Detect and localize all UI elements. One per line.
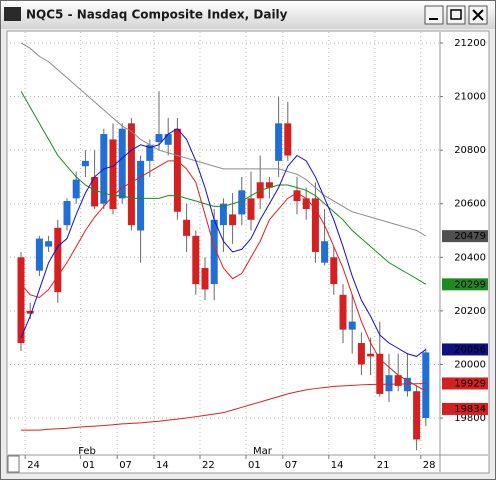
title-bar <box>1 1 495 29</box>
candle-body <box>293 190 301 202</box>
x-tick-label: 07 <box>285 460 298 471</box>
y-tick-label: 20800 <box>454 145 486 156</box>
candle-body <box>413 391 421 440</box>
candle-body <box>247 198 255 220</box>
minimize-button[interactable] <box>424 5 444 25</box>
x-tick-label: 28 <box>423 460 436 471</box>
candle-body <box>311 198 319 252</box>
x-tick-label: 14 <box>156 460 169 471</box>
candle-body <box>422 352 430 419</box>
candle-body <box>219 203 227 226</box>
candle-body <box>394 375 402 386</box>
candle-body <box>63 201 71 226</box>
price-marker <box>442 343 488 356</box>
candle-body <box>376 353 384 394</box>
price-marker <box>442 230 488 243</box>
x-tick-label: 24 <box>27 460 40 471</box>
price-marker <box>442 377 488 390</box>
candle-body <box>229 214 237 226</box>
moving-average <box>20 128 427 357</box>
candle-body <box>403 377 411 392</box>
candle-body <box>357 343 365 365</box>
x-tick-label: 01 <box>248 460 261 471</box>
moving-average <box>21 382 426 431</box>
candle-body <box>54 227 62 293</box>
candle-body <box>330 257 338 285</box>
x-tick-label: 07 <box>119 460 132 471</box>
price-marker-label: 19929 <box>454 378 486 389</box>
candle-body <box>72 179 80 199</box>
y-tick-label: 20000 <box>454 359 486 370</box>
y-tick-label: 21000 <box>454 92 486 103</box>
axes: 1980020000202002040020600208002100021200… <box>24 38 488 471</box>
candle-body <box>127 123 135 226</box>
close-button[interactable] <box>468 5 488 25</box>
candle-body <box>164 134 172 145</box>
candle-body <box>81 160 89 167</box>
plot-area <box>17 42 430 451</box>
window-title: NQC5 - Nasdaq Composite Index, Daily <box>26 8 288 22</box>
price-marker-label: 19834 <box>454 404 486 415</box>
candle-body <box>91 176 99 207</box>
candle-body <box>321 241 329 263</box>
candle-body <box>367 353 375 357</box>
candle-body <box>302 198 310 210</box>
candle-body <box>155 134 163 143</box>
y-tick-label: 21200 <box>454 38 486 49</box>
candle-body <box>275 123 283 161</box>
candle-body <box>45 241 53 247</box>
x-tick-label: 21 <box>377 460 390 471</box>
price-marker <box>442 278 488 291</box>
candle-body <box>210 219 218 285</box>
candle-body <box>385 375 393 392</box>
candle-body <box>339 294 347 330</box>
candle-body <box>192 235 200 285</box>
x-tick-label: 14 <box>331 460 344 471</box>
candle-body <box>109 139 117 210</box>
candle-body <box>26 310 34 314</box>
y-tick-label: 20400 <box>454 252 486 263</box>
moving-average <box>20 42 427 237</box>
chart-panel <box>6 30 490 474</box>
month-label: Feb <box>78 446 96 457</box>
candle-body <box>348 321 356 330</box>
scroll-box[interactable] <box>7 455 20 473</box>
maximize-button[interactable] <box>446 5 466 25</box>
x-tick-label: 01 <box>82 460 95 471</box>
candle-body <box>35 238 43 271</box>
candle-body <box>183 219 191 236</box>
app-icon <box>4 7 21 21</box>
candle-body <box>265 182 273 188</box>
candle-body <box>173 128 181 212</box>
candle-body <box>201 268 209 290</box>
candle-body <box>137 160 145 231</box>
candle-body <box>17 257 25 344</box>
candle-body <box>118 128 126 199</box>
price-marker-label: 20056 <box>454 344 486 355</box>
moving-average <box>20 160 427 392</box>
price-marker-label: 20479 <box>454 231 486 242</box>
x-tick-label: 22 <box>202 460 215 471</box>
price-marker <box>442 402 488 415</box>
month-label: Mar <box>253 446 273 457</box>
y-tick-label: 19800 <box>454 413 486 424</box>
candle-body <box>146 144 154 161</box>
y-tick-label: 20600 <box>454 199 486 210</box>
candle-body <box>238 190 246 215</box>
candle-body <box>284 123 292 156</box>
price-marker-label: 20299 <box>454 279 486 290</box>
y-tick-label: 20200 <box>454 306 486 317</box>
